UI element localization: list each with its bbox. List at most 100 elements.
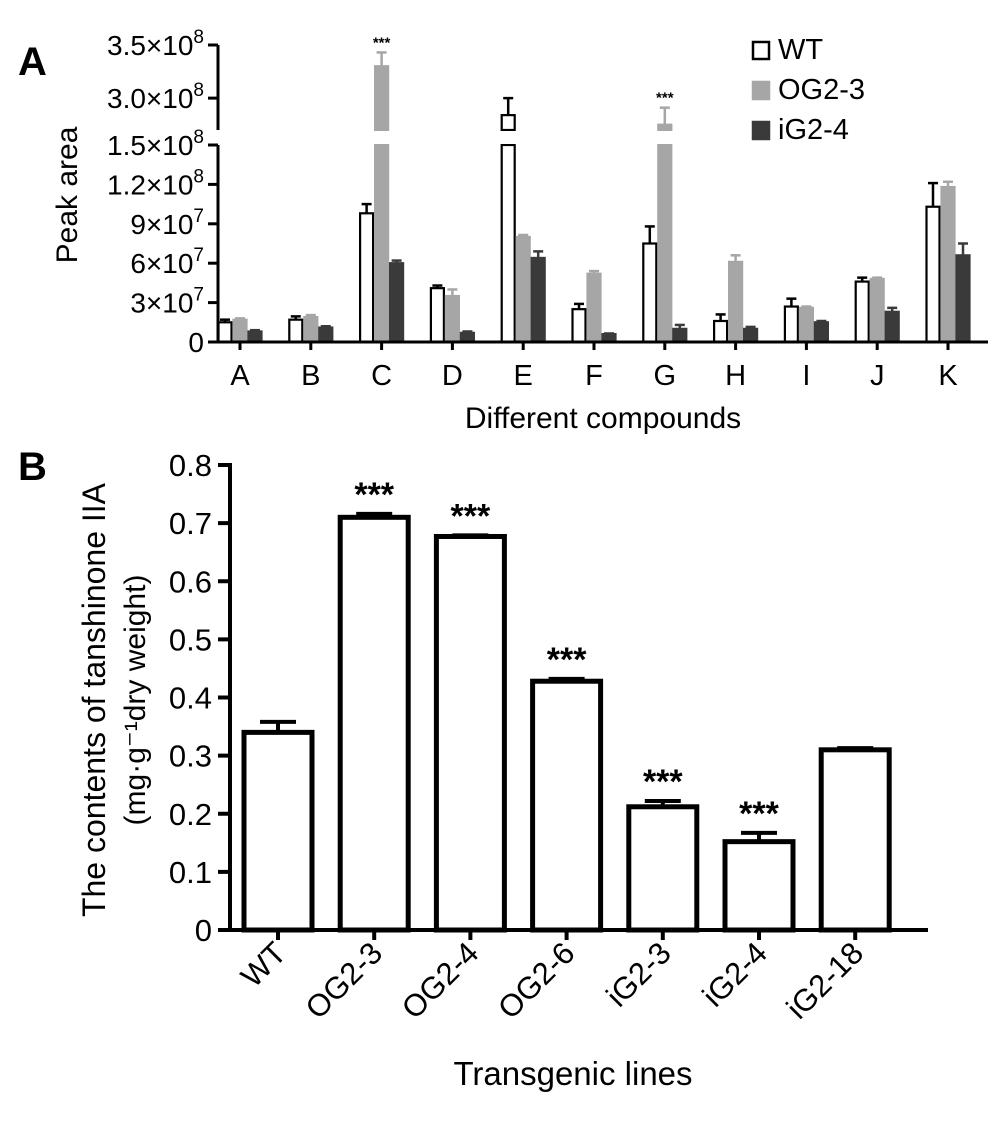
x-tick-label-a: I (802, 360, 810, 392)
y-tick-label-base-a: 3×10 (130, 288, 193, 319)
axis-break-gap-a (198, 131, 988, 144)
bar-WT-H (712, 319, 729, 344)
y-tick-label-exp-a: 7 (193, 285, 204, 306)
bar-WT-C (359, 212, 375, 344)
y-tick-label-b: 0.7 (169, 506, 212, 541)
y-tick-label-base-a: 3.5×10 (107, 30, 193, 61)
panel-b-label: B (18, 445, 47, 489)
y-tick-label-b: 0.3 (169, 739, 212, 774)
y-tick-label-base-a: 1.2×10 (107, 169, 193, 200)
y-tick-label-base-a: 6×10 (130, 248, 193, 279)
bar-WT-E (500, 143, 516, 344)
x-tick-label-a: K (938, 360, 958, 392)
bar-iG2-4 (722, 839, 796, 933)
y-tick-label-base-a: 3.0×10 (107, 83, 193, 114)
x-tick-label-a: C (371, 360, 392, 392)
y-tick-label-b: 0.5 (169, 622, 212, 657)
legend-label-iG2-4: iG2-4 (778, 114, 849, 146)
x-tick-label-a: B (301, 360, 320, 392)
x-axis-label-a: Different compounds (465, 402, 741, 435)
bar-WT (241, 729, 315, 933)
x-tick-label-a: H (725, 360, 746, 392)
y-tick-label-exp-a: 8 (193, 127, 204, 148)
bar-OG2-3-G (657, 143, 673, 344)
x-tick-label-a: D (442, 360, 463, 392)
bar-iG2-4-H (742, 327, 759, 344)
y-tick-label-b: 0.1 (169, 855, 212, 890)
bar-WT-G (642, 242, 658, 344)
x-tick-label-a: J (870, 360, 885, 392)
bar-WT-K (925, 205, 941, 344)
significance-mark-a: *** (656, 90, 674, 107)
bar-OG2-3-I (798, 306, 815, 344)
legend-swatch-OG2-3 (751, 80, 771, 101)
y-tick-label-base-a: 1.5×10 (107, 130, 193, 161)
bar-iG2-4-K (955, 254, 971, 344)
legend-label-WT: WT (778, 34, 823, 66)
y-tick-label-exp-a: 8 (193, 27, 204, 48)
y-tick-label-b: 0 (195, 913, 212, 948)
significance-mark-b: *** (547, 641, 587, 679)
y-tick-label-exp-a: 7 (193, 206, 204, 227)
bar-iG2-4-J (884, 310, 900, 344)
bar-upper-OG2-3-G (657, 123, 673, 132)
x-tick-label-b: iG2-3 (599, 935, 677, 1013)
y-tick-label-a: 9×107 (130, 206, 204, 240)
y-axis-label-b-line2: (mg·g⁻¹dry weight) (119, 575, 152, 826)
bar-OG2-3-C (374, 143, 390, 344)
bar-iG2-4-C (389, 262, 405, 344)
bar-OG2-3-A (232, 318, 248, 344)
x-tick-label-a: E (514, 360, 533, 392)
y-tick-label-a: 3.5×108 (107, 27, 204, 61)
y-tick-label-a: 1.5×108 (107, 127, 204, 161)
bar-WT-D (429, 287, 445, 344)
bar-OG2-3-H (727, 260, 744, 344)
bar-iG2-4-I (813, 321, 830, 344)
legend-a: WT OG2-3 iG2-4 (751, 34, 865, 146)
bar-iG2-4-A (247, 330, 263, 344)
y-tick-label-exp-a: 8 (193, 166, 204, 187)
x-tick-label-b: OG2-3 (299, 935, 390, 1026)
bar-OG2-3-F (586, 272, 602, 344)
y-tick-label-base-a: 9×10 (130, 209, 193, 240)
y-tick-label-a: 3×107 (130, 285, 204, 319)
bar-OG2-3-D (444, 294, 460, 344)
y-tick-label-a: 3.0×108 (107, 80, 204, 114)
chart-b: 0 0.1 0.2 0.3 0.4 0.5 0.6 0.7 0.8 WT OG2-3 OG2-4 OG… (76, 448, 928, 1092)
bar-WT-F (571, 308, 587, 344)
x-tick-label-a: G (654, 360, 677, 392)
bar-WT-I (783, 305, 800, 344)
y-tick-label-a: 6×107 (130, 245, 204, 279)
bar-WT-A (217, 321, 233, 344)
legend-swatch-WT (751, 40, 771, 61)
significance-mark-b: *** (451, 497, 491, 535)
y-tick-label-b: 0.6 (169, 564, 212, 599)
y-tick-label-b: 0.8 (169, 448, 212, 483)
significance-mark-b: *** (739, 795, 779, 833)
chart-a: 03×1076×1079×1071.2×1081.5×1083.0×1083.5… (51, 27, 988, 435)
y-tick-label-b: 0.4 (169, 681, 212, 716)
bar-OG2-4 (433, 533, 507, 933)
bar-upper-WT-E (500, 114, 516, 132)
y-tick-label-a: 0 (188, 327, 204, 358)
y-tick-label-base-a: 0 (188, 327, 204, 358)
bar-OG2-3-J (869, 277, 885, 344)
x-tick-label-b: OG2-4 (395, 935, 486, 1026)
y-axis-label-a: Peak area (51, 126, 84, 263)
x-tick-label-b: iG2-18 (780, 935, 871, 1026)
legend-label-OG2-3: OG2-3 (778, 74, 865, 106)
panel-a-label: A (18, 40, 47, 84)
bar-WT-J (854, 280, 870, 344)
x-tick-label-a: F (585, 360, 603, 392)
x-tick-label-b: iG2-4 (696, 935, 774, 1013)
bar-OG2-3-E (515, 235, 531, 344)
x-tick-label-b: OG2-6 (491, 935, 582, 1026)
legend-swatch-iG2-4 (751, 120, 771, 141)
y-tick-label-exp-a: 8 (193, 80, 204, 101)
bar-OG2-3 (337, 514, 411, 933)
bar-iG2-4-G (672, 327, 688, 344)
bar-WT-B (288, 318, 304, 344)
y-tick-label-a: 1.2×108 (107, 166, 204, 200)
